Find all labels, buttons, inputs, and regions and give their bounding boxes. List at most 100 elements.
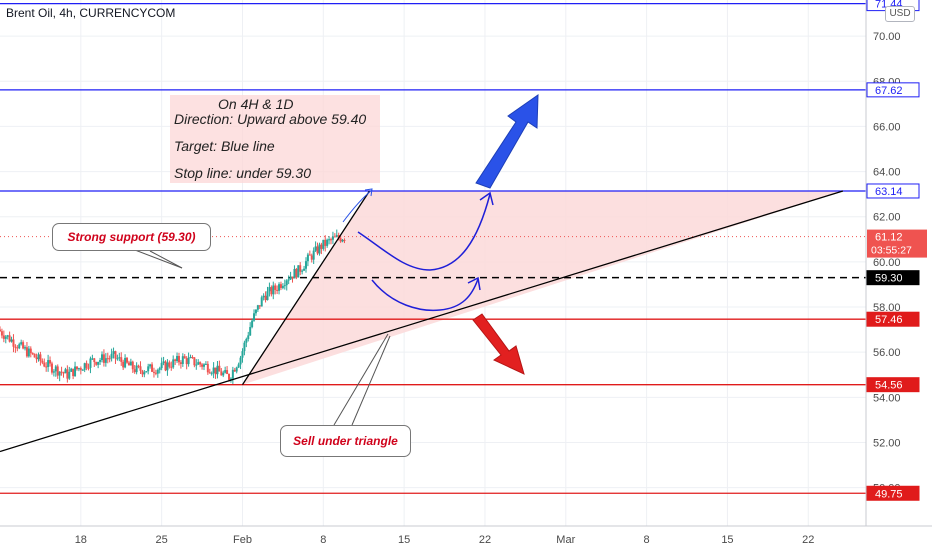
candle-body bbox=[43, 362, 46, 367]
symbol-title[interactable]: Brent Oil, 4h, CURRENCYCOM bbox=[6, 6, 176, 20]
candle-body bbox=[316, 246, 319, 254]
candle-body bbox=[187, 357, 190, 365]
forecast-drawings[interactable] bbox=[134, 94, 539, 426]
candle-body bbox=[139, 366, 142, 371]
candle-body bbox=[247, 335, 250, 340]
candle-body bbox=[314, 246, 317, 251]
price-tick-label: 62.00 bbox=[873, 212, 901, 224]
analysis-note-box: On 4H & 1D Direction: Upward above 59.40… bbox=[170, 95, 380, 183]
bullish-scenario-curve-upper bbox=[357, 193, 491, 271]
candle-body bbox=[322, 239, 325, 249]
candle-body bbox=[328, 239, 331, 241]
candle-body bbox=[276, 289, 279, 291]
candle-body bbox=[174, 359, 177, 361]
candle-body bbox=[197, 362, 200, 365]
candle-body bbox=[249, 327, 252, 336]
candle-body bbox=[253, 313, 256, 321]
time-tick-label: 18 bbox=[75, 534, 87, 546]
candle-body bbox=[274, 285, 277, 290]
candle-body bbox=[226, 370, 229, 375]
candle-body bbox=[251, 320, 254, 328]
candle-body bbox=[154, 372, 157, 374]
candle-body bbox=[89, 358, 92, 368]
candle-body bbox=[312, 250, 315, 260]
candle-body bbox=[31, 353, 34, 355]
candle-body bbox=[164, 361, 167, 371]
candle-body bbox=[193, 357, 196, 366]
current-price-label: 61.12 bbox=[875, 232, 903, 244]
triangle-zone bbox=[242, 190, 843, 385]
candle-body bbox=[166, 362, 169, 371]
level-label-71-44: 71.44 bbox=[875, 0, 903, 11]
candle-body bbox=[218, 365, 221, 372]
candle-body bbox=[137, 365, 140, 367]
support-callout-pointer bbox=[134, 249, 183, 269]
level-label-67-62-bg bbox=[866, 82, 920, 98]
candle-body bbox=[60, 371, 63, 373]
level-label-49-75: 49.75 bbox=[875, 488, 903, 500]
candle-body bbox=[266, 291, 269, 301]
price-axis[interactable]: 70.0068.0066.0064.0062.0060.0058.0056.00… bbox=[873, 31, 901, 495]
candle-body bbox=[310, 255, 313, 260]
candle-body bbox=[243, 342, 246, 352]
candle-body bbox=[106, 358, 109, 360]
level-label-59-30: 59.30 bbox=[875, 273, 903, 285]
candle-body bbox=[54, 366, 57, 372]
candle-body bbox=[91, 358, 94, 360]
candle-body bbox=[22, 342, 25, 349]
level-label-57-46-bg bbox=[866, 311, 920, 327]
time-axis-background bbox=[0, 526, 932, 550]
level-label-59-30-bg bbox=[866, 270, 920, 286]
candle-body bbox=[162, 361, 165, 363]
price-tick-label: 64.00 bbox=[873, 167, 901, 179]
note-line-stop: Stop line: under 59.30 bbox=[174, 165, 311, 181]
level-label-67-62: 67.62 bbox=[875, 85, 903, 97]
momentum-curve-small bbox=[342, 189, 373, 223]
candle-body bbox=[172, 359, 175, 368]
time-axis[interactable]: 18 25 Feb 8 15 22 Mar 8 15 22 bbox=[75, 534, 815, 546]
candle-body bbox=[120, 357, 123, 362]
candle-body bbox=[99, 360, 102, 362]
trendline-2[interactable] bbox=[241, 190, 371, 386]
bullish-scenario-arrowhead-lower bbox=[467, 276, 481, 291]
candle-body bbox=[64, 369, 67, 374]
candle-body bbox=[256, 305, 259, 310]
candle-body bbox=[343, 239, 346, 241]
candle-body bbox=[278, 284, 281, 291]
candle-body bbox=[45, 366, 48, 368]
current-price-bg bbox=[867, 229, 927, 258]
horizontal-levels[interactable] bbox=[0, 2, 866, 494]
candle-body bbox=[289, 276, 292, 280]
candle-body bbox=[295, 268, 298, 278]
time-tick-label: Mar bbox=[556, 534, 575, 546]
candle-body bbox=[210, 373, 213, 375]
candle-body bbox=[112, 351, 115, 354]
level-label-57-46: 57.46 bbox=[875, 314, 903, 326]
candle-body bbox=[77, 368, 80, 370]
candle-body bbox=[170, 366, 173, 368]
time-tick-label: 8 bbox=[644, 534, 650, 546]
candle-body bbox=[116, 358, 119, 360]
candle-body bbox=[97, 361, 100, 365]
trendlines[interactable] bbox=[0, 190, 844, 453]
candle-body bbox=[127, 362, 130, 366]
candle-body bbox=[27, 348, 30, 357]
candle-body bbox=[201, 364, 204, 367]
candle-body bbox=[306, 254, 309, 262]
candlestick-series bbox=[0, 229, 346, 384]
candle-body bbox=[29, 348, 32, 354]
candle-body bbox=[75, 366, 78, 370]
currency-button[interactable]: USD bbox=[885, 6, 915, 22]
candle-body bbox=[212, 367, 215, 374]
candle-body bbox=[208, 372, 211, 374]
candle-body bbox=[95, 362, 98, 365]
candle-body bbox=[304, 261, 307, 269]
candle-body bbox=[124, 357, 127, 368]
candle-body bbox=[254, 309, 257, 314]
trendline-1[interactable] bbox=[0, 190, 844, 453]
candle-body bbox=[285, 280, 288, 286]
time-tick-label: 15 bbox=[398, 534, 410, 546]
candle-body bbox=[287, 279, 290, 281]
blue-target-arrow bbox=[475, 94, 539, 189]
